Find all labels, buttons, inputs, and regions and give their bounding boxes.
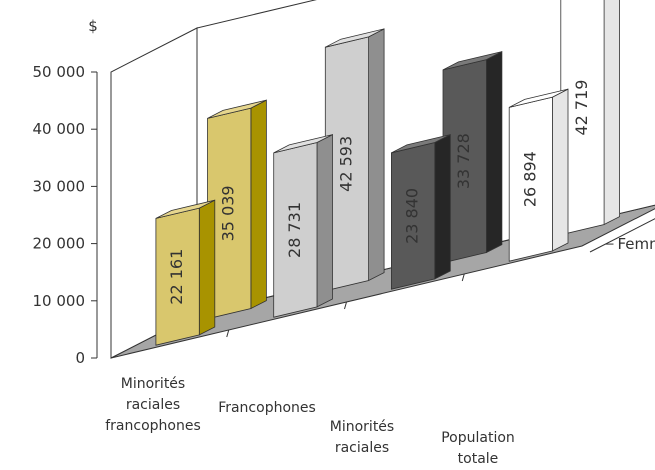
y-tick-label: 20 000 — [33, 235, 86, 253]
y-tick-label: 30 000 — [33, 177, 86, 195]
bar-femmes: 22 161 — [155, 199, 216, 346]
data-label: 33 728 — [454, 133, 473, 189]
category-label-line: raciales — [335, 440, 389, 456]
data-label: 35 039 — [219, 185, 238, 241]
data-label: 23 840 — [403, 188, 422, 244]
depth-axis-line — [589, 218, 655, 253]
bar-femmes: 26 894 — [508, 88, 569, 262]
category-label-line: Francophones — [218, 400, 316, 416]
data-label: 22 161 — [167, 249, 186, 305]
x-axis: Minorités raciales francophones Francophone… — [105, 273, 515, 467]
category-label-line: francophones — [105, 418, 201, 434]
y-axis: $ 0 10 000 20 000 30 000 40 000 50 000 — [33, 17, 98, 367]
data-label: 42 593 — [337, 136, 356, 192]
bar-femmes: 28 731 — [273, 133, 333, 318]
bar-side — [368, 28, 385, 282]
bar-top — [509, 88, 569, 108]
category-label-line: totale — [458, 451, 499, 467]
bar-side — [198, 199, 216, 336]
category-label: Minorités raciales francophones — [105, 376, 201, 434]
bar-hommes: 42 593 — [324, 28, 385, 292]
y-tick-label: 40 000 — [33, 120, 86, 138]
y-tick-label: 0 — [75, 349, 85, 367]
bars: 35 039 42 593 33 728 42 719 22 161 28 731 23 8… — [155, 0, 620, 346]
bar-side — [316, 133, 333, 308]
bar-top — [391, 134, 451, 154]
bar-side — [434, 133, 451, 280]
bar-hommes: 35 039 — [207, 99, 267, 320]
category-label-line: Minorités — [330, 419, 394, 435]
x-tick — [226, 329, 230, 338]
bar-hommes: 33 728 — [442, 50, 503, 264]
data-label: 28 731 — [285, 202, 304, 258]
bar-side — [485, 50, 503, 254]
category-label: Minorités raciales — [330, 419, 394, 456]
category-label-line: Minorités — [121, 376, 185, 392]
bar-hommes: 42 719 — [560, 0, 620, 236]
data-label: 26 894 — [520, 151, 539, 207]
category-label-line: raciales — [126, 397, 180, 413]
y-tick-label: 10 000 — [33, 292, 86, 310]
bar-side — [552, 88, 569, 252]
x-tick — [344, 301, 347, 310]
category-label: Francophones — [218, 400, 316, 416]
bar-top — [155, 199, 215, 219]
y-axis-label: $ — [88, 17, 98, 35]
depth-axis: FemmesHommes — [589, 218, 655, 253]
category-label-line: Population — [441, 430, 515, 446]
bar-top — [442, 51, 503, 71]
depth-label: Femmes — [617, 235, 655, 253]
bar-side — [603, 0, 620, 226]
bar-femmes: 23 840 — [390, 133, 451, 290]
data-label: 42 719 — [572, 80, 591, 136]
category-label: Population totale — [441, 430, 515, 467]
bar-front — [560, 0, 605, 236]
bar-top — [273, 134, 333, 154]
bar-top — [207, 99, 267, 119]
bar-side — [250, 99, 267, 310]
y-tick-label: 50 000 — [33, 63, 86, 81]
x-tick — [461, 273, 465, 282]
bar-top — [325, 28, 385, 48]
